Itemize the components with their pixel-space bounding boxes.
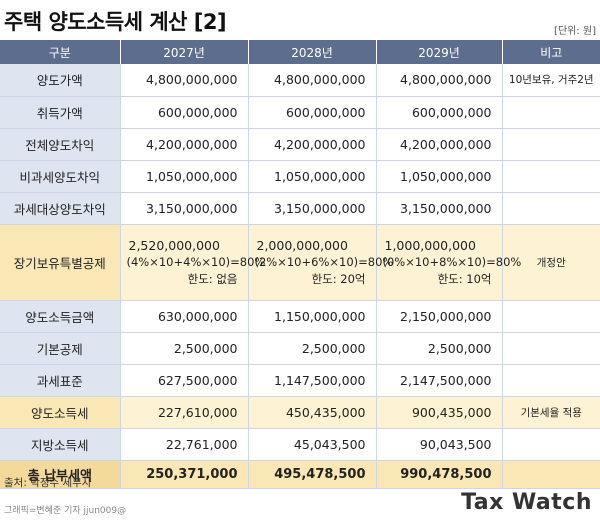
cell-note — [502, 160, 600, 193]
cell-2028: 1,050,000,000 — [248, 160, 377, 193]
cell-2027: 4,200,000,000 — [120, 128, 249, 161]
cell-note — [502, 96, 600, 129]
income-tax-row: 양도소득세 227,610,000 450,435,000 900,435,00… — [0, 396, 600, 429]
row-label: 과세표준 — [0, 364, 121, 397]
cell-note — [502, 300, 600, 333]
page-title: 주택 양도소득세 계산 [2] — [4, 10, 227, 34]
cell-2028: 1,147,500,000 — [248, 364, 377, 397]
cell-2029: 2,147,500,000 — [376, 364, 503, 397]
total-row: 총 납부세액 250,371,000 495,478,500 990,478,5… — [0, 460, 600, 489]
cell-2027: 600,000,000 — [120, 96, 249, 129]
cell-2029: 600,000,000 — [376, 96, 503, 129]
deduction-amount: 2,000,000,000 — [256, 237, 348, 253]
cell-2029: 990,478,500 — [376, 460, 503, 489]
cell-2027: 227,610,000 — [120, 396, 249, 429]
table-row: 양도가액 4,800,000,000 4,800,000,000 4,800,0… — [0, 64, 600, 97]
cell-note — [502, 192, 600, 225]
cell-2028: 45,043,500 — [248, 428, 377, 461]
table-row: 과세대상양도차익 3,150,000,000 3,150,000,000 3,1… — [0, 192, 600, 225]
deduction-formula: (2%×10+6%×10)=80% — [254, 254, 394, 269]
row-label: 과세대상양도차익 — [0, 192, 121, 225]
cell-2027: 627,500,000 — [120, 364, 249, 397]
deduction-limit: 한도: 10억 — [437, 271, 492, 286]
deduction-formula: (4%×10+4%×10)=80% — [126, 254, 266, 269]
cell-note: 개정안 — [502, 224, 600, 301]
cell-2027: 630,000,000 — [120, 300, 249, 333]
deduction-limit: 한도: 없음 — [187, 271, 238, 286]
cell-2028: 600,000,000 — [248, 96, 377, 129]
taxwatch-logo: Tax Watch — [461, 490, 592, 515]
cell-2028: 1,150,000,000 — [248, 300, 377, 333]
cell-2027: 2,500,000 — [120, 332, 249, 365]
cell-2029: 4,200,000,000 — [376, 128, 503, 161]
cell-2029: 2,150,000,000 — [376, 300, 503, 333]
cell-note — [502, 364, 600, 397]
cell-note — [502, 460, 600, 489]
cell-2028: 3,150,000,000 — [248, 192, 377, 225]
cell-2029: 1,000,000,000 (0%×10+8%×10)=80% 한도: 10억 — [376, 224, 522, 301]
cell-note — [502, 428, 600, 461]
unit-label: [단위: 원] — [554, 26, 596, 37]
row-label: 총 납부세액 — [0, 460, 121, 489]
special-deduction-row: 장기보유특별공제 2,520,000,000 (4%×10+4%×10)=80%… — [0, 224, 600, 301]
cell-2027: 1,050,000,000 — [120, 160, 249, 193]
credit-text: 그래픽=변혜준 기자 jjun009@ — [4, 506, 127, 516]
table-row: 기본공제 2,500,000 2,500,000 2,500,000 — [0, 332, 600, 365]
cell-2028: 450,435,000 — [248, 396, 377, 429]
table-row: 양도소득금액 630,000,000 1,150,000,000 2,150,0… — [0, 300, 600, 333]
cell-2029: 3,150,000,000 — [376, 192, 503, 225]
local-tax-row: 지방소득세 22,761,000 45,043,500 90,043,500 — [0, 428, 600, 461]
row-label: 지방소득세 — [0, 428, 121, 461]
row-label: 양도소득금액 — [0, 300, 121, 333]
cell-2027: 2,520,000,000 (4%×10+4%×10)=80% 한도: 없음 — [120, 224, 266, 301]
cell-2029: 900,435,000 — [376, 396, 503, 429]
row-label: 양도소득세 — [0, 396, 121, 429]
cell-2027: 22,761,000 — [120, 428, 249, 461]
header-2028: 2028년 — [248, 40, 377, 64]
title-row: 주택 양도소득세 계산 [2] [단위: 원] — [0, 0, 600, 40]
row-label: 장기보유특별공제 — [0, 224, 121, 301]
cell-2028: 2,500,000 — [248, 332, 377, 365]
deduction-limit: 한도: 20억 — [311, 271, 366, 286]
cell-2027: 250,371,000 — [120, 460, 249, 489]
deduction-amount: 2,520,000,000 — [128, 237, 220, 253]
row-label: 비과세양도차익 — [0, 160, 121, 193]
table-row: 전체양도차익 4,200,000,000 4,200,000,000 4,200… — [0, 128, 600, 161]
cell-2029: 90,043,500 — [376, 428, 503, 461]
source-text: 출처: 박정수 세무사 — [4, 477, 92, 489]
cell-2028: 495,478,500 — [248, 460, 377, 489]
header-note: 비고 — [502, 40, 600, 64]
cell-2028: 4,800,000,000 — [248, 64, 377, 97]
table-row: 과세표준 627,500,000 1,147,500,000 2,147,500… — [0, 364, 600, 397]
tax-table: 구분 2027년 2028년 2029년 비고 양도가액 4,800,000,0… — [0, 40, 600, 489]
cell-2028: 2,000,000,000 (2%×10+6%×10)=80% 한도: 20억 — [248, 224, 394, 301]
table-row: 비과세양도차익 1,050,000,000 1,050,000,000 1,05… — [0, 160, 600, 193]
row-label: 양도가액 — [0, 64, 121, 97]
header-row: 구분 2027년 2028년 2029년 비고 — [0, 40, 600, 64]
cell-note — [502, 128, 600, 161]
cell-note — [502, 332, 600, 365]
header-category: 구분 — [0, 40, 121, 64]
header-2029: 2029년 — [376, 40, 503, 64]
deduction-amount: 1,000,000,000 — [384, 237, 476, 253]
cell-2028: 4,200,000,000 — [248, 128, 377, 161]
row-label: 취득가액 — [0, 96, 121, 129]
cell-note: 10년보유, 거주2년 — [502, 64, 600, 97]
row-label: 전체양도차익 — [0, 128, 121, 161]
cell-2027: 4,800,000,000 — [120, 64, 249, 97]
row-label: 기본공제 — [0, 332, 121, 365]
cell-2029: 4,800,000,000 — [376, 64, 503, 97]
header-2027: 2027년 — [120, 40, 249, 64]
cell-2027: 3,150,000,000 — [120, 192, 249, 225]
deduction-formula: (0%×10+8%×10)=80% — [382, 254, 522, 269]
cell-2029: 1,050,000,000 — [376, 160, 503, 193]
cell-2029: 2,500,000 — [376, 332, 503, 365]
table-row: 취득가액 600,000,000 600,000,000 600,000,000 — [0, 96, 600, 129]
cell-note: 기본세율 적용 — [502, 396, 600, 429]
